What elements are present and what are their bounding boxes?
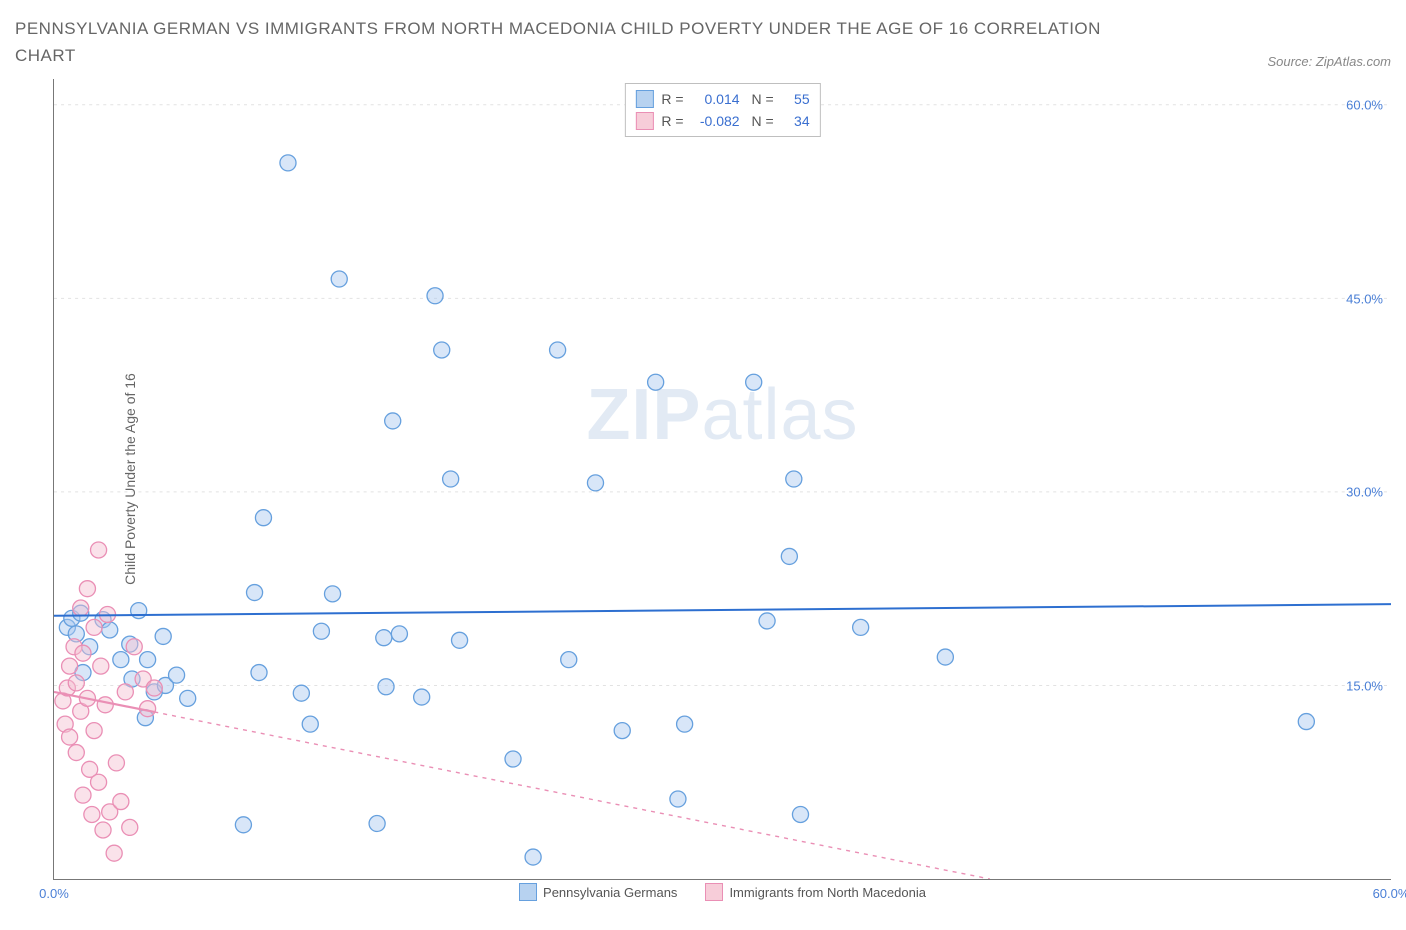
data-point xyxy=(62,658,78,674)
data-point xyxy=(677,717,693,733)
series-swatch xyxy=(635,90,653,108)
data-point xyxy=(280,155,296,171)
chart-title: PENNSYLVANIA GERMAN VS IMMIGRANTS FROM N… xyxy=(15,15,1115,69)
data-point xyxy=(102,622,118,638)
data-point xyxy=(670,791,686,807)
data-point xyxy=(84,807,100,823)
data-point xyxy=(106,846,122,862)
y-tick-label: 30.0% xyxy=(1346,485,1383,500)
data-point xyxy=(505,751,521,767)
r-label: R = xyxy=(661,113,683,129)
data-point xyxy=(313,624,329,640)
data-point xyxy=(131,603,147,619)
data-point xyxy=(97,697,113,713)
data-point xyxy=(122,820,138,836)
data-point xyxy=(853,620,869,636)
n-value: 34 xyxy=(782,113,810,129)
data-point xyxy=(62,729,78,745)
series-swatch xyxy=(519,883,537,901)
data-point xyxy=(75,646,91,662)
data-point xyxy=(73,600,89,616)
data-point xyxy=(91,775,107,791)
stats-row: R = -0.082 N = 34 xyxy=(635,110,809,132)
series-swatch xyxy=(635,112,653,130)
data-point xyxy=(561,652,577,668)
data-point xyxy=(79,581,95,597)
data-point xyxy=(443,471,459,487)
data-point xyxy=(369,816,385,832)
data-point xyxy=(550,342,566,358)
r-label: R = xyxy=(661,91,683,107)
data-point xyxy=(331,271,347,287)
data-point xyxy=(140,652,156,668)
data-point xyxy=(376,630,392,646)
data-point xyxy=(937,649,953,665)
data-point xyxy=(235,817,251,833)
data-point xyxy=(251,665,267,681)
data-point xyxy=(180,691,196,707)
data-point xyxy=(614,723,630,739)
r-value: -0.082 xyxy=(692,113,740,129)
data-point xyxy=(391,626,407,642)
data-point xyxy=(113,794,129,810)
data-point xyxy=(155,629,171,645)
data-point xyxy=(126,639,142,655)
stats-legend-box: R = 0.014 N = 55 R = -0.082 N = 34 xyxy=(624,83,820,137)
series-label: Immigrants from North Macedonia xyxy=(729,885,926,900)
data-point xyxy=(792,807,808,823)
data-point xyxy=(302,717,318,733)
y-tick-label: 60.0% xyxy=(1346,98,1383,113)
data-point xyxy=(169,668,185,684)
n-label: N = xyxy=(748,113,774,129)
data-point xyxy=(146,680,162,696)
data-point xyxy=(95,822,111,838)
data-point xyxy=(255,510,271,526)
data-point xyxy=(648,375,664,391)
data-point xyxy=(378,679,394,695)
data-point xyxy=(93,658,109,674)
n-label: N = xyxy=(748,91,774,107)
data-point xyxy=(108,755,124,771)
data-point xyxy=(452,633,468,649)
scatter-chart xyxy=(54,79,1391,879)
legend-item: Immigrants from North Macedonia xyxy=(705,883,926,901)
chart-area: Child Poverty Under the Age of 16 ZIPatl… xyxy=(53,79,1391,880)
stats-row: R = 0.014 N = 55 xyxy=(635,88,809,110)
legend-item: Pennsylvania Germans xyxy=(519,883,677,901)
y-tick-label: 15.0% xyxy=(1346,678,1383,693)
data-point xyxy=(587,475,603,491)
data-point xyxy=(68,745,84,761)
data-point xyxy=(1298,714,1314,730)
data-point xyxy=(117,684,133,700)
data-point xyxy=(86,620,102,636)
data-point xyxy=(786,471,802,487)
series-swatch xyxy=(705,883,723,901)
y-tick-label: 45.0% xyxy=(1346,291,1383,306)
data-point xyxy=(746,375,762,391)
data-point xyxy=(324,586,340,602)
data-point xyxy=(91,542,107,558)
data-point xyxy=(86,723,102,739)
series-label: Pennsylvania Germans xyxy=(543,885,677,900)
data-point xyxy=(525,849,541,865)
r-value: 0.014 xyxy=(692,91,740,107)
y-axis-label: Child Poverty Under the Age of 16 xyxy=(122,374,138,586)
series-legend: Pennsylvania Germans Immigrants from Nor… xyxy=(54,883,1391,901)
data-point xyxy=(75,788,91,804)
source-credit: Source: ZipAtlas.com xyxy=(1267,54,1391,69)
data-point xyxy=(414,689,430,705)
data-point xyxy=(293,686,309,702)
n-value: 55 xyxy=(782,91,810,107)
data-point xyxy=(247,585,263,601)
data-point xyxy=(759,613,775,629)
data-point xyxy=(427,288,443,304)
data-point xyxy=(434,342,450,358)
data-point xyxy=(781,549,797,565)
data-point xyxy=(385,413,401,429)
data-point xyxy=(68,675,84,691)
data-point xyxy=(113,652,129,668)
